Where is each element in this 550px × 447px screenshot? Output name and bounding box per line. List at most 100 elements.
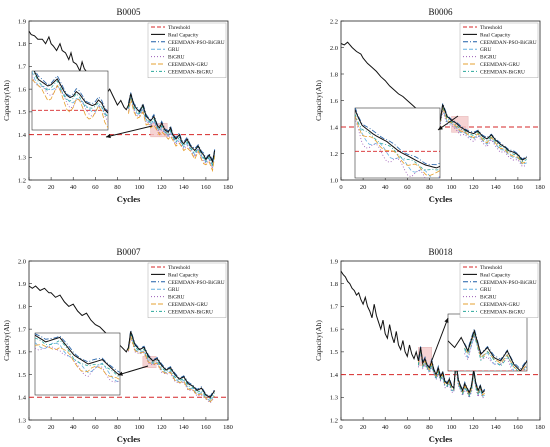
x-tick-label: 80 bbox=[114, 424, 121, 431]
chart-b0006: B0006 0 20 40 60 80 100 120 140 160 180 1.0 1.2 1.4 1.… bbox=[314, 7, 545, 204]
x-tick-label: 140 bbox=[179, 184, 189, 191]
legend-label-ceemdan-pso-bigru: CEEMDAN-PSO-BiGRU bbox=[480, 280, 537, 286]
series-ceemdan-pso-bigru bbox=[128, 330, 216, 397]
y-tick-label: 1.4 bbox=[18, 395, 27, 402]
y-tick-label: 1.8 bbox=[18, 41, 26, 48]
inset-series-ceemdan-gru bbox=[35, 344, 120, 381]
x-tick-label: 120 bbox=[157, 424, 167, 431]
x-tick-label: 60 bbox=[92, 424, 99, 431]
chart-title: B0005 bbox=[116, 7, 141, 17]
x-tick-label: 180 bbox=[535, 184, 545, 191]
series-ceemdan-gru bbox=[128, 335, 216, 403]
inset-series-gru bbox=[355, 116, 440, 178]
zoom-arrow-head bbox=[106, 133, 111, 139]
inset-series-ceemdan-bigru bbox=[32, 71, 108, 118]
x-axis-label: Cycles bbox=[429, 194, 453, 204]
y-tick-label: 1.6 bbox=[330, 326, 339, 333]
x-tick-label: 180 bbox=[223, 184, 233, 191]
x-tick-label: 0 bbox=[27, 424, 30, 431]
legend-label-real-capacity: Real Capacity bbox=[168, 272, 199, 278]
series-ceemdan-pso-bigru bbox=[128, 92, 216, 162]
zoom-inset-frame bbox=[447, 313, 528, 372]
legend-box bbox=[459, 22, 539, 78]
x-tick-label: 20 bbox=[360, 184, 367, 191]
x-tick-label: 60 bbox=[404, 184, 411, 191]
chart-b0007: B0007 0 20 40 60 80 100 120 140 160 180 1.3 1.4 1.5 1.… bbox=[2, 247, 233, 444]
y-tick-label: 1.4 bbox=[330, 124, 339, 131]
legend-label-ceemdan-pso-bigru: CEEMDAN-PSO-BiGRU bbox=[480, 40, 537, 46]
x-tick-label: 0 bbox=[339, 424, 342, 431]
legend-label-gru: GRU bbox=[168, 47, 179, 53]
legend-label-threshold: Threshold bbox=[168, 265, 190, 271]
zoom-arrow-head bbox=[438, 125, 443, 130]
x-tick-label: 180 bbox=[535, 424, 545, 431]
x-tick-label: 160 bbox=[513, 424, 523, 431]
inset-series-ceemdan-gru bbox=[355, 115, 440, 177]
y-tick-label: 1.9 bbox=[18, 281, 26, 288]
inset-series-real-capacity bbox=[355, 109, 440, 169]
plot-frame bbox=[28, 260, 229, 421]
y-tick-label: 1.7 bbox=[18, 64, 27, 71]
x-tick-label: 120 bbox=[469, 424, 479, 431]
legend-label-ceemdan-pso-bigru: CEEMDAN-PSO-BiGRU bbox=[168, 40, 225, 46]
x-tick-label: 80 bbox=[114, 184, 121, 191]
zoom-arrow-head bbox=[118, 371, 123, 376]
x-tick-label: 20 bbox=[360, 424, 367, 431]
legend-label-threshold: Threshold bbox=[480, 265, 502, 271]
inset-series-ceemdan-bigru bbox=[355, 113, 440, 171]
legend-label-bigru: BiGRU bbox=[480, 295, 497, 301]
inset-series-ceemdan-pso-bigru bbox=[34, 71, 108, 112]
inset-series-ceemdan-bigru bbox=[464, 333, 527, 371]
x-tick-label: 140 bbox=[179, 424, 189, 431]
series-gru bbox=[440, 108, 527, 165]
series-ceemdan-bigru bbox=[440, 105, 527, 163]
legend-label-bigru: BiGRU bbox=[168, 295, 185, 301]
x-tick-label: 40 bbox=[382, 424, 389, 431]
series-gru bbox=[128, 95, 216, 168]
x-tick-label: 20 bbox=[48, 424, 55, 431]
inset-series-real-capacity bbox=[35, 334, 120, 376]
legend-label-threshold: Threshold bbox=[480, 25, 502, 31]
x-tick-label: 20 bbox=[48, 184, 55, 191]
legend-label-gru: GRU bbox=[480, 47, 491, 53]
y-tick-label: 1.6 bbox=[18, 86, 27, 93]
y-tick-label: 1.0 bbox=[330, 177, 338, 184]
y-tick-label: 1.6 bbox=[330, 98, 339, 105]
x-tick-label: 160 bbox=[201, 424, 211, 431]
x-tick-label: 0 bbox=[339, 184, 342, 191]
legend-label-gru: GRU bbox=[480, 287, 491, 293]
zoom-arrow bbox=[117, 365, 149, 376]
y-tick-label: 1.6 bbox=[18, 349, 27, 356]
legend-label-ceemdan-gru: CEEMDAN-GRU bbox=[168, 62, 208, 68]
series-gru bbox=[417, 349, 485, 398]
x-tick-label: 40 bbox=[382, 184, 389, 191]
legend-label-ceemdan-gru: CEEMDAN-GRU bbox=[168, 302, 208, 308]
x-tick-label: 120 bbox=[157, 184, 167, 191]
legend-label-ceemdan-bigru: CEEMDAN-BiGRU bbox=[480, 69, 525, 75]
series-ceemdan-bigru bbox=[128, 333, 216, 400]
zoom-inset-plot bbox=[35, 333, 120, 383]
inset-series-bigru bbox=[35, 345, 120, 383]
y-tick-label: 1.8 bbox=[330, 281, 338, 288]
y-tick-label: 1.5 bbox=[18, 109, 26, 116]
x-tick-label: 60 bbox=[92, 184, 99, 191]
y-tick-label: 2.0 bbox=[18, 258, 26, 265]
inset-series-gru bbox=[32, 71, 108, 118]
y-axis-label: Capacity(Ah) bbox=[2, 320, 11, 361]
x-tick-label: 60 bbox=[404, 424, 411, 431]
legend-label-ceemdan-bigru: CEEMDAN-BiGRU bbox=[168, 69, 213, 75]
y-tick-label: 1.7 bbox=[330, 304, 339, 311]
y-axis-label: Capacity(Ah) bbox=[314, 80, 323, 121]
y-tick-label: 1.8 bbox=[18, 304, 26, 311]
y-tick-label: 2.2 bbox=[330, 18, 338, 25]
y-tick-label: 1.8 bbox=[330, 71, 338, 78]
x-tick-label: 180 bbox=[223, 424, 233, 431]
inset-series-gru bbox=[35, 342, 120, 382]
inset-series-real-capacity bbox=[448, 329, 527, 371]
inset-series-ceemdan-bigru bbox=[35, 337, 120, 379]
x-tick-label: 80 bbox=[426, 184, 433, 191]
series-real-capacity bbox=[28, 285, 216, 398]
zoom-inset-frame bbox=[354, 107, 441, 179]
x-axis-label: Cycles bbox=[117, 194, 141, 204]
